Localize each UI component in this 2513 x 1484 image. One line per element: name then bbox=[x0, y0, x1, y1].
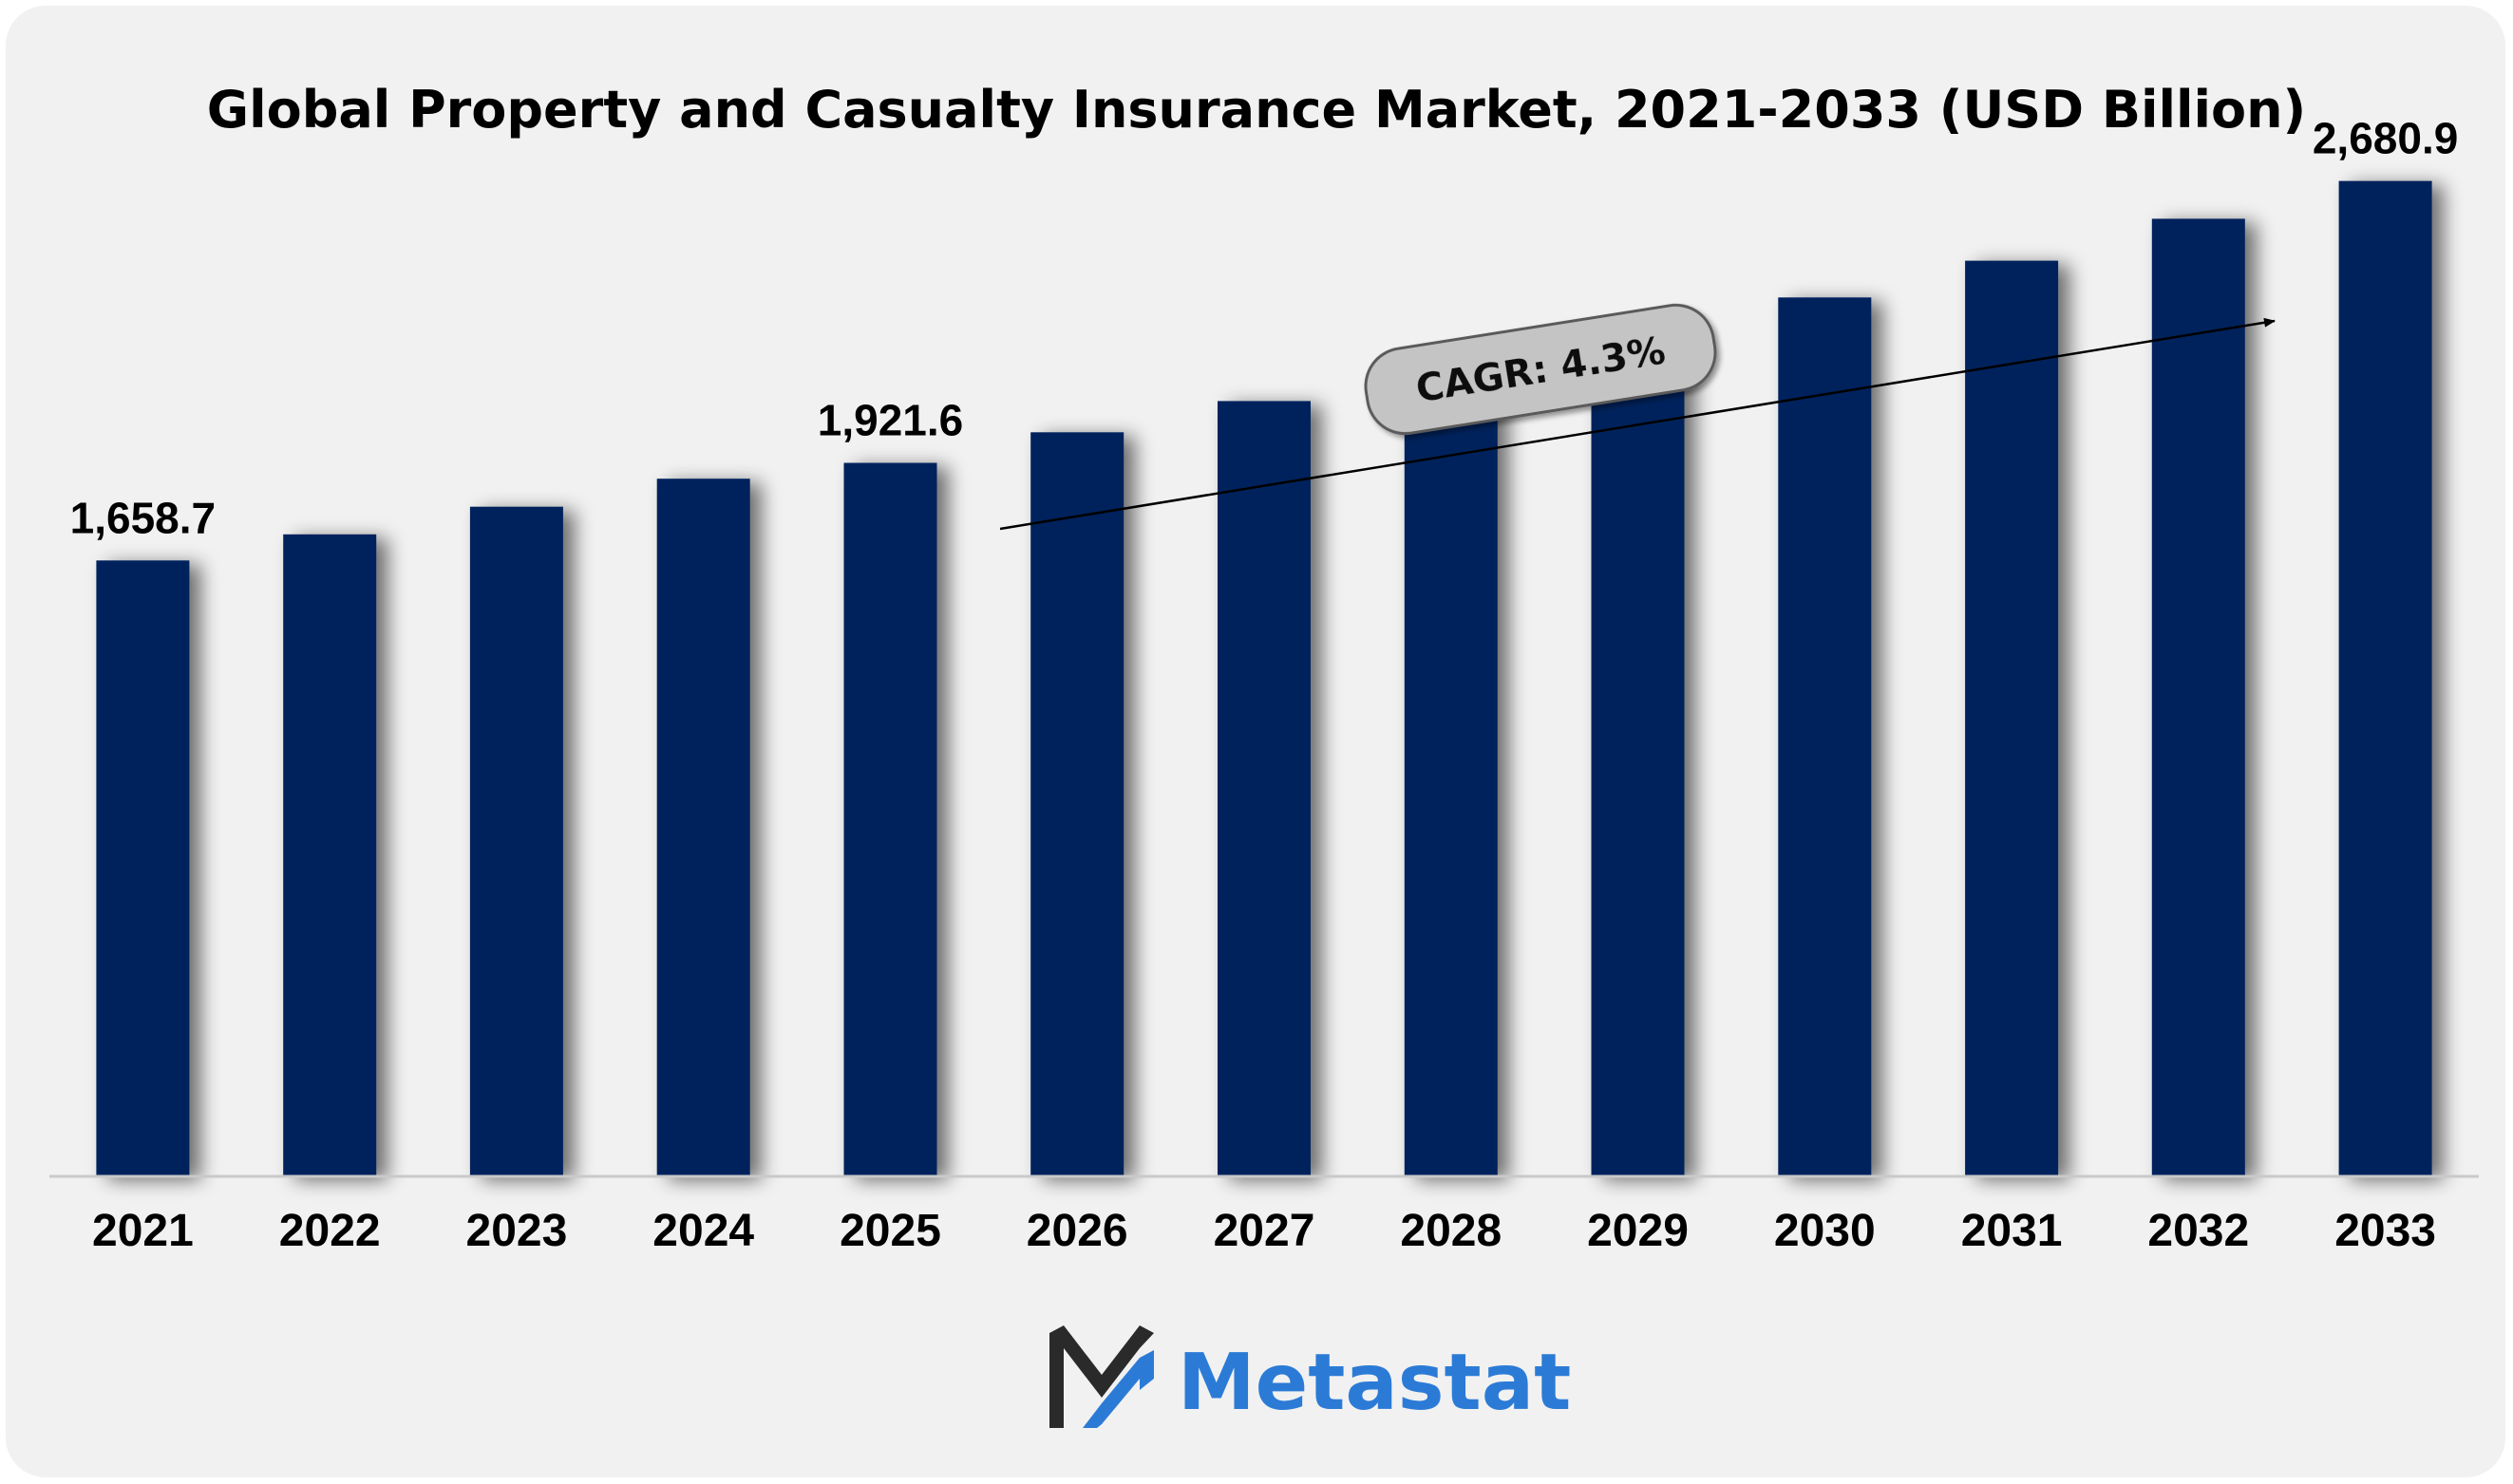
bar-2030 bbox=[1778, 297, 1872, 1176]
x-tick-label-2029: 2029 bbox=[1587, 1206, 1689, 1256]
x-tick-label-2026: 2026 bbox=[1027, 1206, 1128, 1256]
bar-2033 bbox=[2338, 180, 2432, 1177]
x-tick-label-2033: 2033 bbox=[2334, 1206, 2436, 1256]
data-label-2033: 2,680.9 bbox=[2313, 114, 2458, 163]
bar-2031 bbox=[1965, 260, 2059, 1177]
x-tick-label-2031: 2031 bbox=[1961, 1206, 2063, 1256]
x-tick-label-2032: 2032 bbox=[2147, 1206, 2249, 1256]
x-tick-label-2021: 2021 bbox=[92, 1206, 194, 1256]
metastat-logo: Metastat bbox=[1049, 1325, 1571, 1428]
x-tick-label-2027: 2027 bbox=[1214, 1206, 1315, 1256]
x-tick-label-2028: 2028 bbox=[1400, 1206, 1502, 1256]
bar-2028 bbox=[1404, 368, 1498, 1176]
bar-2021 bbox=[96, 560, 190, 1176]
labels: 2021 1,658.7 2022 2023 2024 2025 1,921.6 2026 20… bbox=[70, 114, 2459, 1256]
data-label-2021: 1,658.7 bbox=[70, 493, 216, 542]
bar-2026 bbox=[1030, 432, 1124, 1176]
data-label-2025: 1,921.6 bbox=[818, 396, 963, 445]
cagr-arrow bbox=[999, 317, 2276, 531]
bar-2023 bbox=[469, 506, 563, 1176]
cagr-badge: CAGR: 4.3% bbox=[1364, 303, 1717, 436]
bar-2032 bbox=[2151, 218, 2245, 1176]
bar-2029 bbox=[1591, 333, 1685, 1176]
bars bbox=[96, 180, 2432, 1177]
brand-name: Metastat bbox=[1178, 1338, 1571, 1428]
x-tick-label-2025: 2025 bbox=[840, 1206, 941, 1256]
chart-title: Global Property and Casualty Insurance M… bbox=[206, 80, 2307, 140]
bar-2027 bbox=[1218, 401, 1311, 1176]
x-tick-label-2022: 2022 bbox=[279, 1206, 381, 1256]
bar-2025 bbox=[843, 462, 937, 1176]
metastat-m-icon bbox=[1049, 1325, 1154, 1428]
x-tick-label-2023: 2023 bbox=[466, 1206, 568, 1256]
x-tick-label-2024: 2024 bbox=[652, 1206, 754, 1256]
bar-2024 bbox=[656, 479, 750, 1176]
bar-2022 bbox=[283, 534, 377, 1176]
x-tick-label-2030: 2030 bbox=[1774, 1206, 1876, 1256]
